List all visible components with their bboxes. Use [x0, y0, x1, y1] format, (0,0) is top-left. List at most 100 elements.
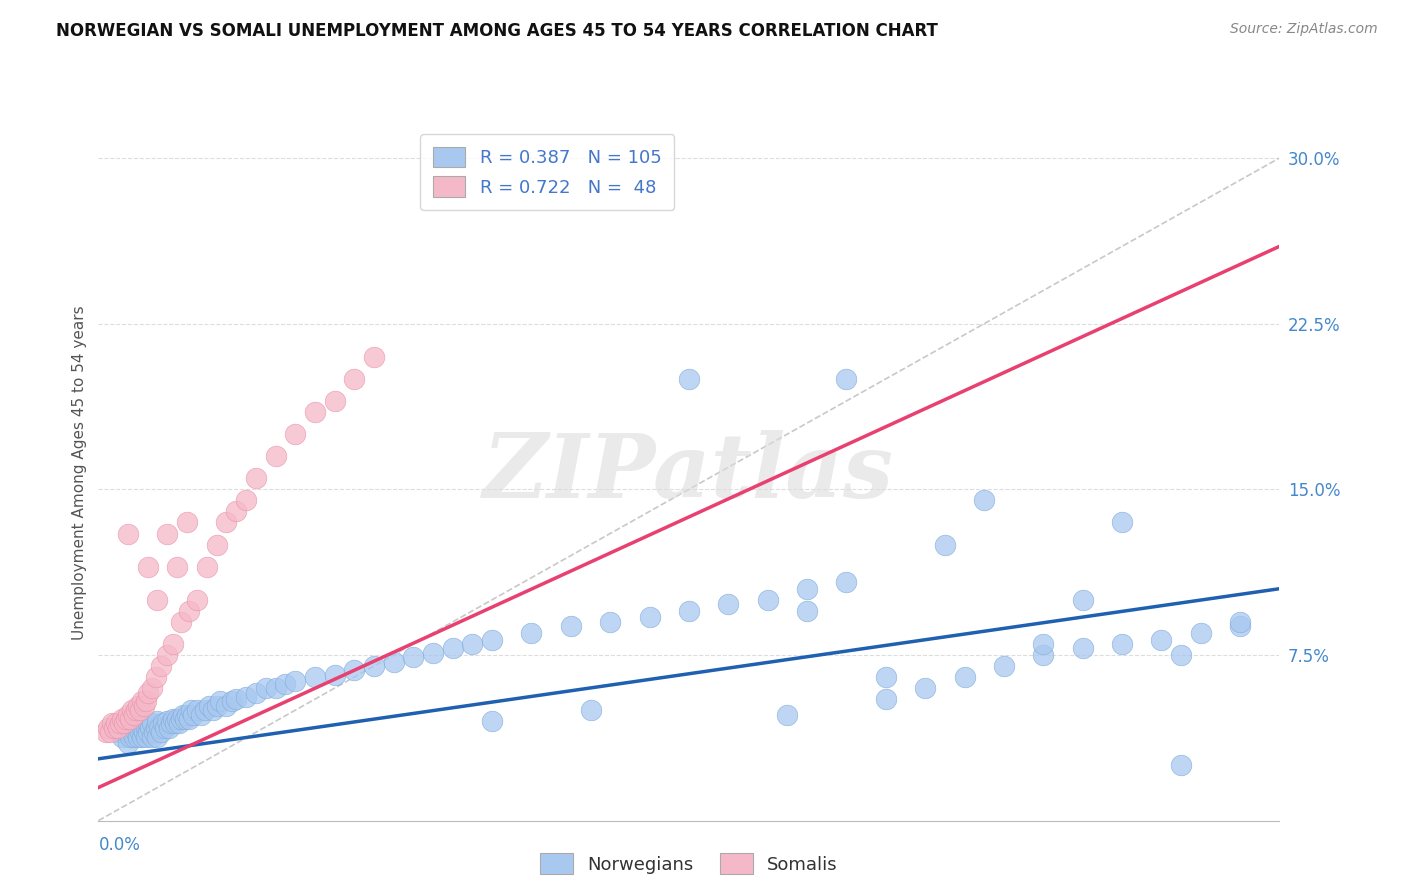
Point	[875, 692, 897, 706]
Point	[98, 725, 121, 739]
Text: Source: ZipAtlas.com: Source: ZipAtlas.com	[1230, 22, 1378, 37]
Point	[122, 721, 145, 735]
Point	[177, 604, 200, 618]
Point	[1032, 637, 1054, 651]
Point	[195, 559, 218, 574]
Point	[205, 537, 228, 551]
Point	[274, 676, 297, 690]
Point	[225, 504, 247, 518]
Point	[235, 493, 257, 508]
Point	[201, 703, 224, 717]
Point	[481, 632, 503, 647]
Point	[125, 703, 148, 717]
Point	[835, 575, 858, 590]
Point	[112, 721, 135, 735]
Point	[156, 648, 179, 662]
Point	[174, 712, 197, 726]
Point	[776, 707, 799, 722]
Point	[166, 559, 188, 574]
Point	[756, 592, 779, 607]
Point	[135, 730, 157, 744]
Point	[122, 707, 145, 722]
Point	[481, 714, 503, 729]
Point	[221, 694, 243, 708]
Point	[215, 516, 238, 530]
Point	[103, 721, 125, 735]
Point	[678, 372, 700, 386]
Point	[160, 716, 183, 731]
Point	[145, 670, 167, 684]
Point	[141, 730, 163, 744]
Point	[152, 716, 174, 731]
Point	[180, 703, 202, 717]
Point	[323, 668, 346, 682]
Point	[205, 698, 228, 713]
Y-axis label: Unemployment Among Ages 45 to 54 years: Unemployment Among Ages 45 to 54 years	[72, 305, 87, 640]
Point	[284, 674, 307, 689]
Point	[343, 664, 366, 678]
Point	[875, 670, 897, 684]
Point	[914, 681, 936, 695]
Point	[156, 714, 179, 729]
Point	[146, 730, 169, 744]
Point	[190, 707, 212, 722]
Point	[127, 714, 149, 729]
Point	[166, 712, 188, 726]
Point	[402, 650, 425, 665]
Point	[363, 659, 385, 673]
Point	[1229, 619, 1251, 633]
Point	[108, 716, 131, 731]
Point	[136, 725, 159, 739]
Point	[107, 721, 129, 735]
Point	[165, 716, 187, 731]
Point	[835, 372, 858, 386]
Point	[304, 670, 326, 684]
Point	[142, 725, 165, 739]
Point	[560, 619, 582, 633]
Point	[678, 604, 700, 618]
Point	[323, 394, 346, 409]
Point	[135, 721, 157, 735]
Point	[638, 610, 661, 624]
Point	[156, 526, 179, 541]
Point	[993, 659, 1015, 673]
Point	[138, 721, 160, 735]
Point	[235, 690, 257, 704]
Point	[953, 670, 976, 684]
Point	[136, 685, 159, 699]
Point	[117, 725, 139, 739]
Point	[148, 721, 170, 735]
Point	[167, 716, 190, 731]
Point	[304, 405, 326, 419]
Point	[245, 471, 267, 485]
Point	[264, 449, 287, 463]
Point	[150, 725, 173, 739]
Point	[186, 703, 208, 717]
Point	[118, 730, 141, 744]
Point	[121, 703, 143, 717]
Point	[118, 712, 141, 726]
Point	[125, 725, 148, 739]
Point	[181, 707, 204, 722]
Point	[1170, 648, 1192, 662]
Point	[111, 730, 134, 744]
Point	[150, 659, 173, 673]
Point	[121, 725, 143, 739]
Point	[363, 350, 385, 364]
Point	[215, 698, 238, 713]
Point	[717, 597, 740, 611]
Point	[131, 694, 153, 708]
Point	[136, 716, 159, 731]
Point	[107, 725, 129, 739]
Point	[973, 493, 995, 508]
Point	[127, 730, 149, 744]
Point	[422, 646, 444, 660]
Point	[128, 725, 150, 739]
Point	[141, 716, 163, 731]
Point	[209, 694, 232, 708]
Point	[1150, 632, 1173, 647]
Point	[599, 615, 621, 629]
Point	[1189, 626, 1212, 640]
Point	[1111, 637, 1133, 651]
Point	[176, 707, 198, 722]
